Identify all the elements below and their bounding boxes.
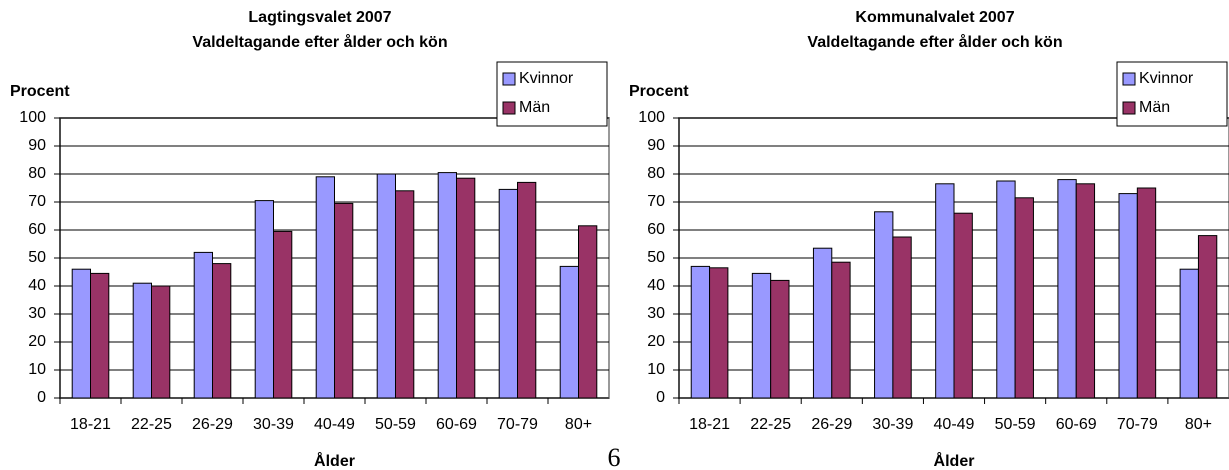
y-tick-label: 100 [19,109,46,126]
x-tick-label: 80+ [565,416,592,433]
bar [709,267,729,399]
y-tick-label: 70 [647,193,665,210]
y-tick-label: 60 [647,221,665,238]
x-tick-label: 50-59 [375,416,416,433]
x-tick-label: 80+ [1185,416,1212,433]
bar [71,268,91,399]
bar [395,190,415,399]
y-tick-label: 60 [28,221,46,238]
y-tick-label: 20 [647,333,665,350]
bar [1136,187,1157,399]
x-tick-label: 40-49 [314,416,355,433]
y-tick-label: 40 [647,277,665,294]
legend-swatch [1122,72,1136,86]
bar [559,265,580,399]
x-axis-label: Ålder [934,451,975,470]
x-tick-label: 60-69 [436,416,477,433]
bar [953,212,973,399]
y-tick-label: 80 [28,165,46,182]
x-tick-label: 40-49 [934,416,975,433]
y-tick-label: 80 [647,165,665,182]
bar [315,176,336,399]
y-tick-label: 0 [37,389,46,406]
y-tick-label: 90 [28,137,46,154]
x-tick-label: 30-39 [872,416,913,433]
bar [273,230,293,399]
x-tick-label: 60-69 [1056,416,1097,433]
chart-subtitle: Valdeltagande efter ålder och kön [192,33,447,51]
legend-label: Män [1139,99,1170,116]
bar [1075,183,1096,399]
bar [1118,193,1138,399]
bar [831,261,851,399]
x-tick-label: 70-79 [497,416,538,433]
x-tick-label: 70-79 [1117,416,1158,433]
y-tick-label: 30 [28,305,46,322]
bar [334,202,354,399]
y-tick-label: 50 [28,249,46,266]
legend-swatch [502,72,516,86]
bar [193,251,213,399]
chart-title: Lagtingsvalet 2007 [248,9,391,26]
y-tick-label: 20 [28,333,46,350]
bar [770,279,790,399]
legend-label: Män [519,99,550,116]
legend-swatch [1122,101,1136,115]
bar [874,211,894,399]
x-tick-label: 50-59 [995,416,1036,433]
x-tick-label: 30-39 [253,416,294,433]
bar [1014,197,1034,399]
x-tick-label: 26-29 [192,416,233,433]
bar [212,263,232,399]
bar [1179,268,1199,399]
x-tick-label: 18-21 [689,416,730,433]
bar [690,265,711,399]
bar [935,183,955,399]
x-axis-label: Ålder [314,451,355,470]
y-tick-label: 70 [28,193,46,210]
bar [90,272,110,399]
page-number: 6 [608,443,621,470]
bar [498,188,519,399]
x-tick-label: 18-21 [70,416,111,433]
chart-title: Kommunalvalet 2007 [855,9,1014,26]
y-tick-label: 50 [647,249,665,266]
y-tick-label: 10 [647,361,665,378]
bar [1197,235,1218,399]
y-tick-label: 90 [647,137,665,154]
bar [578,225,598,399]
y-tick-label: 40 [28,277,46,294]
legend-swatch [502,101,516,115]
y-tick-label: 10 [28,361,46,378]
y-axis-label: Procent [629,83,689,100]
x-tick-label: 22-25 [131,416,172,433]
y-axis-label: Procent [10,83,70,100]
bar [456,177,476,399]
bar [892,236,912,399]
bar [996,180,1016,399]
legend-label: Kvinnor [1139,70,1194,87]
bar [517,181,537,399]
y-tick-label: 0 [656,389,665,406]
bar [151,285,171,399]
bar [132,282,152,399]
y-tick-label: 100 [638,109,665,126]
legend-label: Kvinnor [519,70,574,87]
bar [254,200,274,399]
x-tick-label: 26-29 [811,416,852,433]
y-tick-label: 30 [647,305,665,322]
bar [812,247,833,399]
bar [376,173,397,399]
bar [437,172,458,399]
chart-subtitle: Valdeltagande efter ålder och kön [807,33,1062,51]
bar [751,272,772,399]
x-tick-label: 22-25 [750,416,791,433]
bar [1057,179,1077,399]
